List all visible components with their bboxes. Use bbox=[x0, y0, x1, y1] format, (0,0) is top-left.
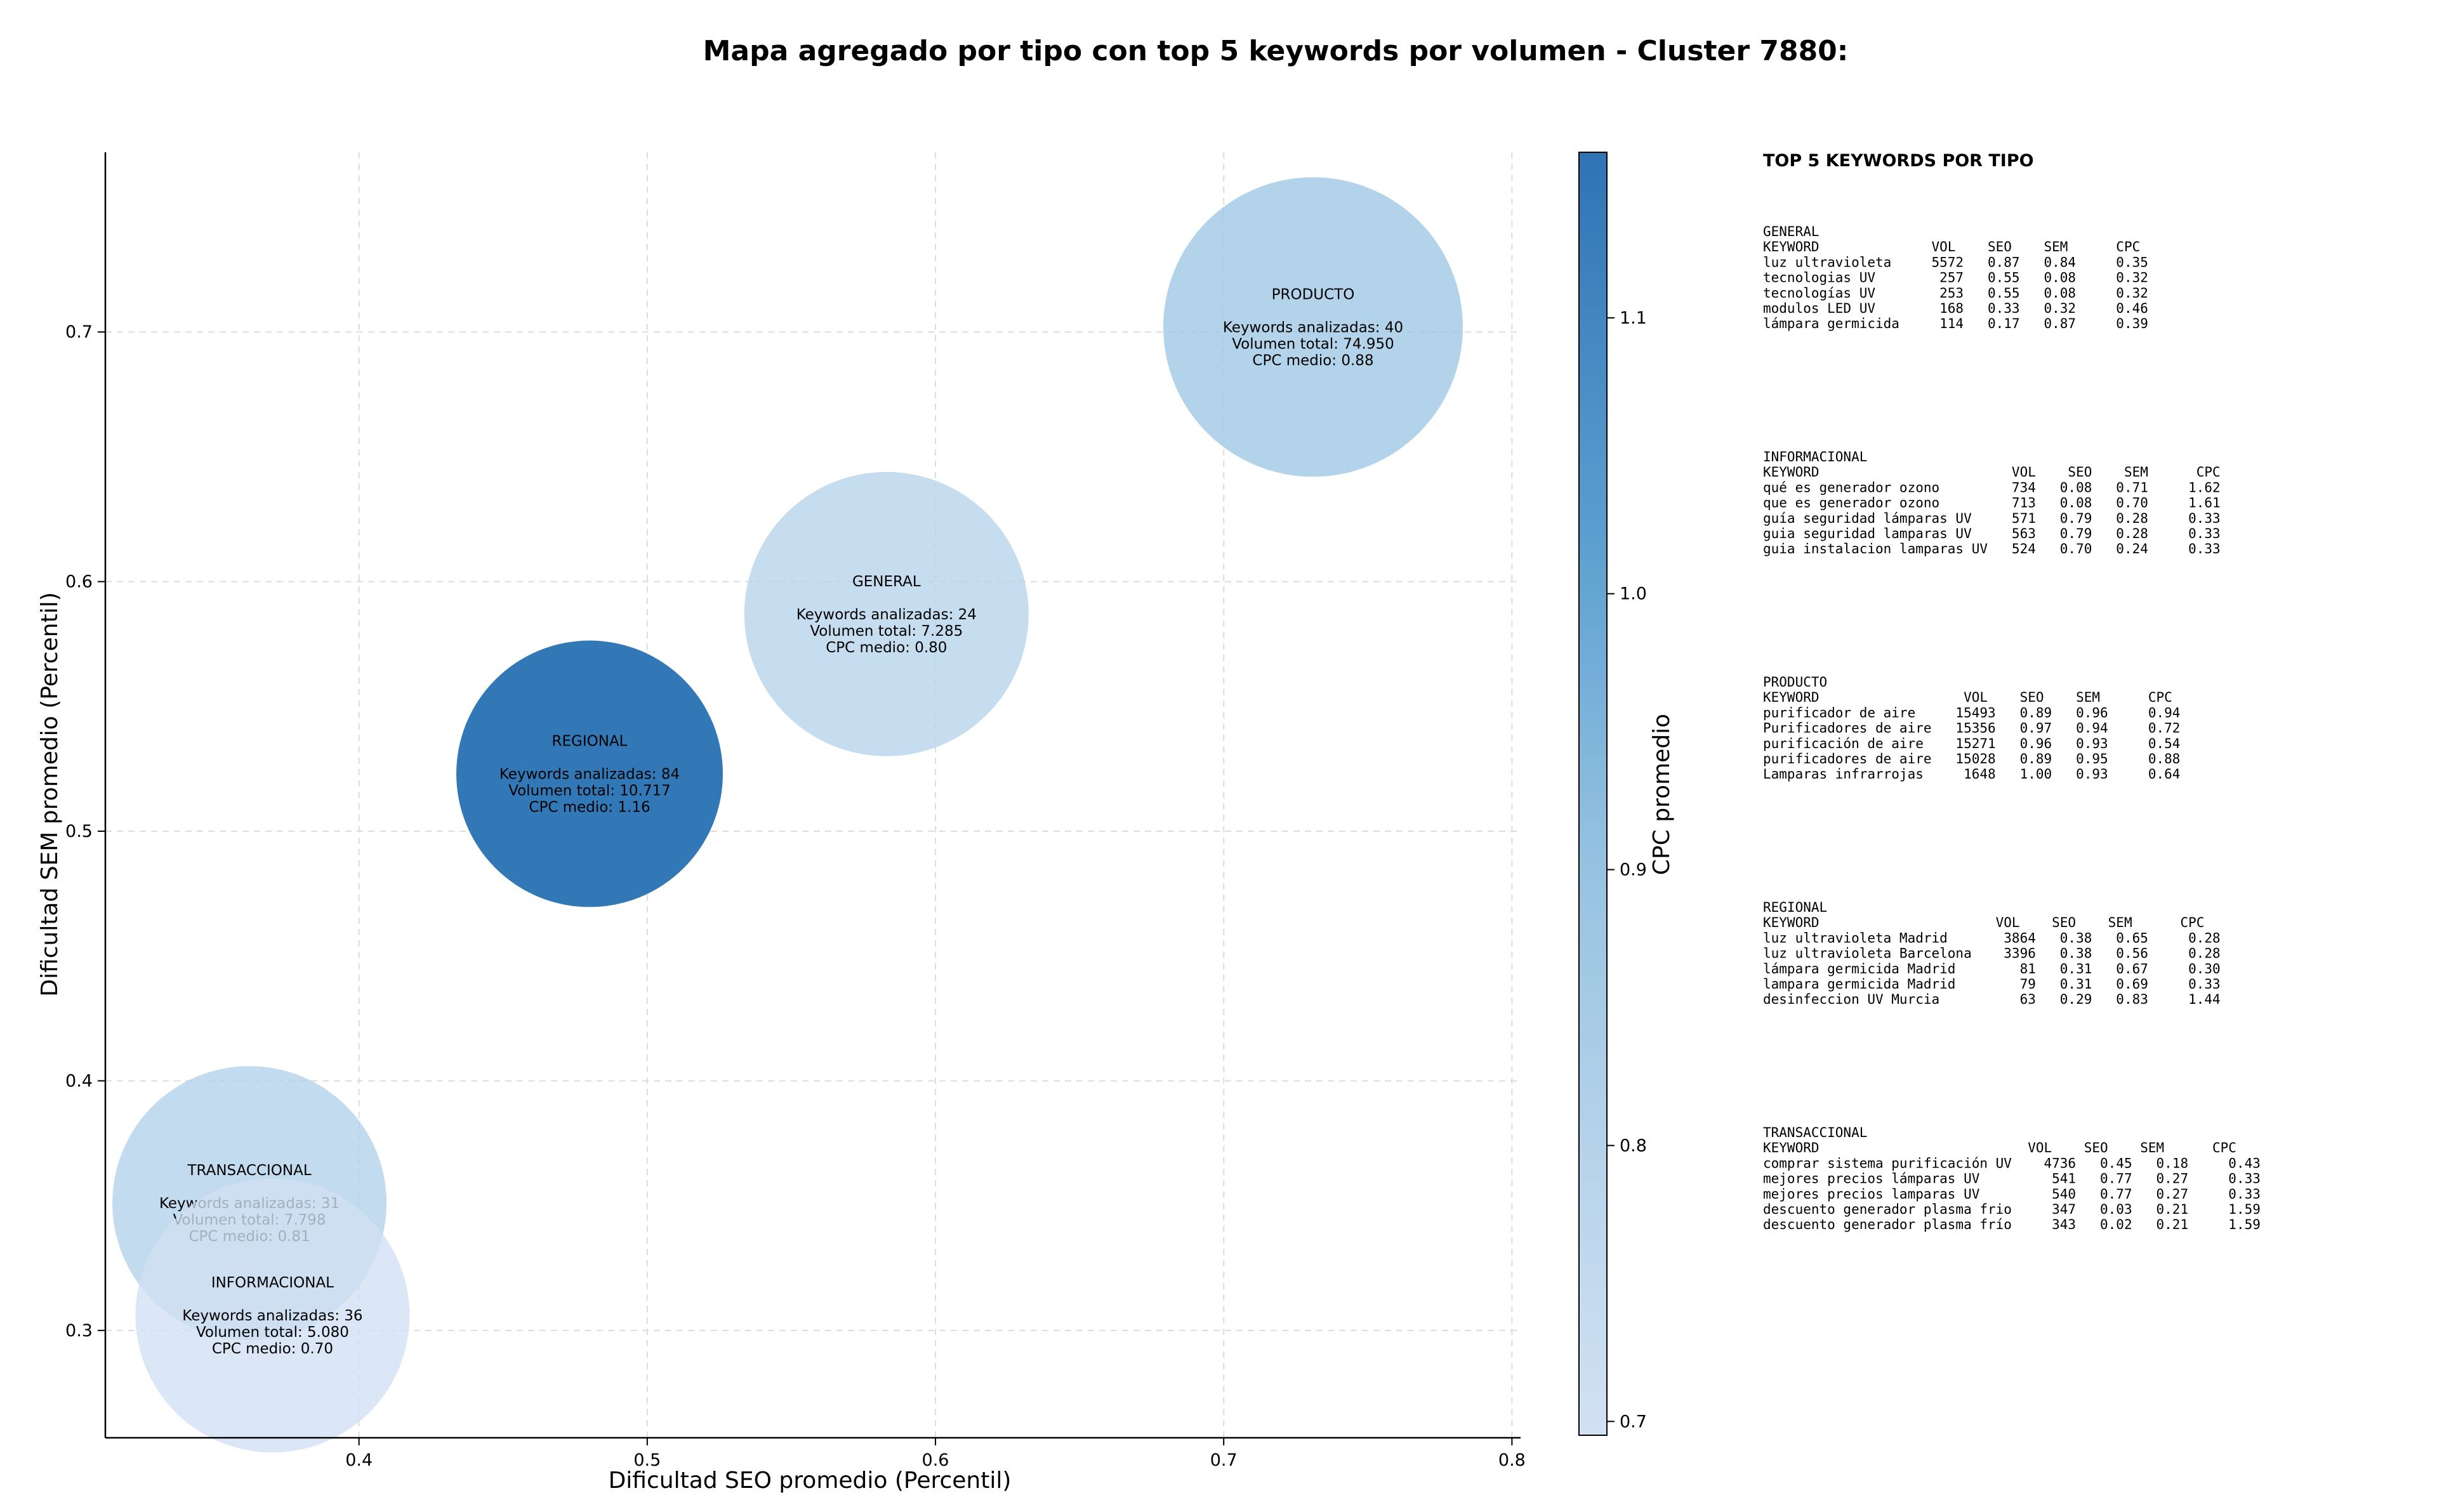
keyword-row: Lamparas infrarrojas 1648 1.00 0.93 0.64 bbox=[1763, 766, 2180, 782]
colorbar: 0.7 0.8 0.9 1.0 1.1 CPC promedio bbox=[1578, 152, 1675, 1436]
x-tick-label: 0.6 bbox=[922, 1450, 949, 1470]
keyword-row: Purificadores de aire 15356 0.97 0.94 0.… bbox=[1763, 721, 2180, 736]
keyword-row: descuento generador plasma frio 347 0.03… bbox=[1763, 1202, 2261, 1217]
keyword-row: comprar sistema purificación UV 4736 0.4… bbox=[1763, 1155, 2261, 1171]
keyword-row: purificadores de aire 15028 0.89 0.95 0.… bbox=[1763, 751, 2180, 766]
bubble-marker bbox=[456, 640, 723, 907]
colorbar-tick-label: 1.1 bbox=[1620, 308, 1647, 328]
bubble-label: CPC medio: 0.70 bbox=[212, 1341, 333, 1357]
keyword-row: lámpara germicida 114 0.17 0.87 0.39 bbox=[1763, 316, 2148, 331]
bubble-label: TRANSACCIONAL bbox=[187, 1162, 312, 1179]
keyword-row: desinfeccion UV Murcia 63 0.29 0.83 1.44 bbox=[1763, 992, 2221, 1007]
keyword-table-header: KEYWORD VOL SEO SEM CPC bbox=[1763, 239, 2140, 254]
keyword-table-header: KEYWORD VOL SEO SEM CPC bbox=[1763, 464, 2221, 480]
bubble-label: Volumen total: 7.285 bbox=[810, 623, 963, 640]
keyword-row: lampara germicida Madrid 79 0.31 0.69 0.… bbox=[1763, 976, 2221, 992]
keyword-row: modulos LED UV 168 0.33 0.32 0.46 bbox=[1763, 301, 2148, 316]
x-tick-label: 0.4 bbox=[345, 1450, 373, 1470]
keyword-row: guia seguridad lamparas UV 563 0.79 0.28… bbox=[1763, 526, 2221, 541]
keyword-row: purificación de aire 15271 0.96 0.93 0.5… bbox=[1763, 736, 2180, 751]
x-tick-label: 0.5 bbox=[633, 1450, 661, 1470]
keyword-block-heading: REGIONAL bbox=[1763, 900, 1827, 915]
bubble-label: INFORMACIONAL bbox=[211, 1275, 334, 1291]
bubble-label: CPC medio: 0.88 bbox=[1252, 352, 1373, 369]
bubble-marker bbox=[135, 1178, 410, 1453]
keyword-row: luz ultravioleta Barcelona 3396 0.38 0.5… bbox=[1763, 946, 2221, 961]
chart-title: Mapa agregado por tipo con top 5 keyword… bbox=[703, 35, 1849, 67]
colorbar-label: CPC promedio bbox=[1649, 714, 1675, 875]
keyword-table-header: KEYWORD VOL SEO SEM CPC bbox=[1763, 915, 2204, 930]
x-tick-label: 0.8 bbox=[1498, 1450, 1526, 1470]
bubble-informacional: INFORMACIONAL Keywords analizadas: 36Volu… bbox=[135, 1178, 410, 1453]
keyword-row: guia instalacion lamparas UV 524 0.70 0.… bbox=[1763, 541, 2221, 556]
y-tick-label: 0.4 bbox=[65, 1071, 93, 1091]
keyword-row: qué es generador ozono 734 0.08 0.71 1.6… bbox=[1763, 480, 2221, 495]
x-tick-label: 0.7 bbox=[1210, 1450, 1238, 1470]
bubble-label: PRODUCTO bbox=[1272, 286, 1355, 303]
colorbar-ticks: 0.7 0.8 0.9 1.0 1.1 bbox=[1607, 308, 1647, 1431]
y-tick-label: 0.5 bbox=[65, 822, 93, 841]
keyword-row: luz ultravioleta 5572 0.87 0.84 0.35 bbox=[1763, 254, 2148, 270]
keyword-row: luz ultravioleta Madrid 3864 0.38 0.65 0… bbox=[1763, 930, 2221, 945]
keyword-row: descuento generador plasma frío 343 0.02… bbox=[1763, 1217, 2261, 1232]
bubble-label: GENERAL bbox=[852, 574, 921, 590]
bubble-label: Keywords analizadas: 84 bbox=[499, 766, 680, 783]
keyword-row: que es generador ozono 713 0.08 0.70 1.6… bbox=[1763, 496, 2221, 511]
keyword-row: purificador de aire 15493 0.89 0.96 0.94 bbox=[1763, 705, 2180, 720]
y-axis-label: Dificultad SEM promedio (Percentil) bbox=[37, 592, 63, 997]
x-axis-label: Dificultad SEO promedio (Percentil) bbox=[609, 1468, 1012, 1494]
keyword-block-heading: INFORMACIONAL bbox=[1763, 449, 1867, 464]
bubble-label: Volumen total: 5.080 bbox=[196, 1324, 349, 1341]
colorbar-tick-label: 0.7 bbox=[1620, 1412, 1647, 1431]
colorbar-gradient bbox=[1578, 152, 1608, 1436]
side-panel-title: TOP 5 KEYWORDS POR TIPO bbox=[1763, 151, 2034, 171]
bubble-label: Volumen total: 74.950 bbox=[1232, 336, 1394, 352]
plot-axes: 0.4 0.5 0.6 0.7 0.8 0.3 0.4 0.5 0.6 0.7 bbox=[65, 152, 1526, 1470]
keyword-row: guía seguridad lámparas UV 571 0.79 0.28… bbox=[1763, 511, 2221, 526]
keyword-row: mejores precios lamparas UV 540 0.77 0.2… bbox=[1763, 1187, 2261, 1202]
bubble-label: Keywords analizadas: 24 bbox=[796, 607, 977, 623]
bubble-label: Keywords analizadas: 40 bbox=[1223, 319, 1403, 336]
keyword-row: tecnologías UV 253 0.55 0.08 0.32 bbox=[1763, 286, 2148, 301]
keyword-table-header: KEYWORD VOL SEO SEM CPC bbox=[1763, 1140, 2236, 1155]
y-tick-label: 0.6 bbox=[65, 572, 93, 592]
y-tick-label: 0.3 bbox=[65, 1321, 93, 1341]
keyword-row: lámpara germicida Madrid 81 0.31 0.67 0.… bbox=[1763, 961, 2221, 976]
keyword-block-heading: PRODUCTO bbox=[1763, 674, 1827, 690]
bubble-label: Keywords analizadas: 36 bbox=[182, 1308, 362, 1324]
colorbar-tick-label: 0.9 bbox=[1620, 860, 1647, 880]
colorbar-tick-label: 0.8 bbox=[1620, 1136, 1647, 1155]
y-tick-label: 0.7 bbox=[65, 322, 93, 342]
bubble-label: CPC medio: 0.80 bbox=[826, 640, 947, 656]
bubble-label: CPC medio: 1.16 bbox=[529, 799, 650, 816]
bubble-marker bbox=[1163, 177, 1463, 477]
keyword-table-header: KEYWORD VOL SEO SEM CPC bbox=[1763, 690, 2172, 705]
keyword-row: tecnologias UV 257 0.55 0.08 0.32 bbox=[1763, 270, 2148, 286]
bubble-marker bbox=[744, 471, 1029, 756]
keyword-row: mejores precios lámparas UV 541 0.77 0.2… bbox=[1763, 1171, 2261, 1187]
bubble-label: REGIONAL bbox=[552, 733, 628, 750]
keyword-block-heading: TRANSACCIONAL bbox=[1763, 1125, 1867, 1140]
keyword-block-heading: GENERAL bbox=[1763, 224, 1819, 239]
bubble-label: Volumen total: 10.717 bbox=[508, 783, 671, 799]
colorbar-tick-label: 1.0 bbox=[1620, 584, 1647, 604]
